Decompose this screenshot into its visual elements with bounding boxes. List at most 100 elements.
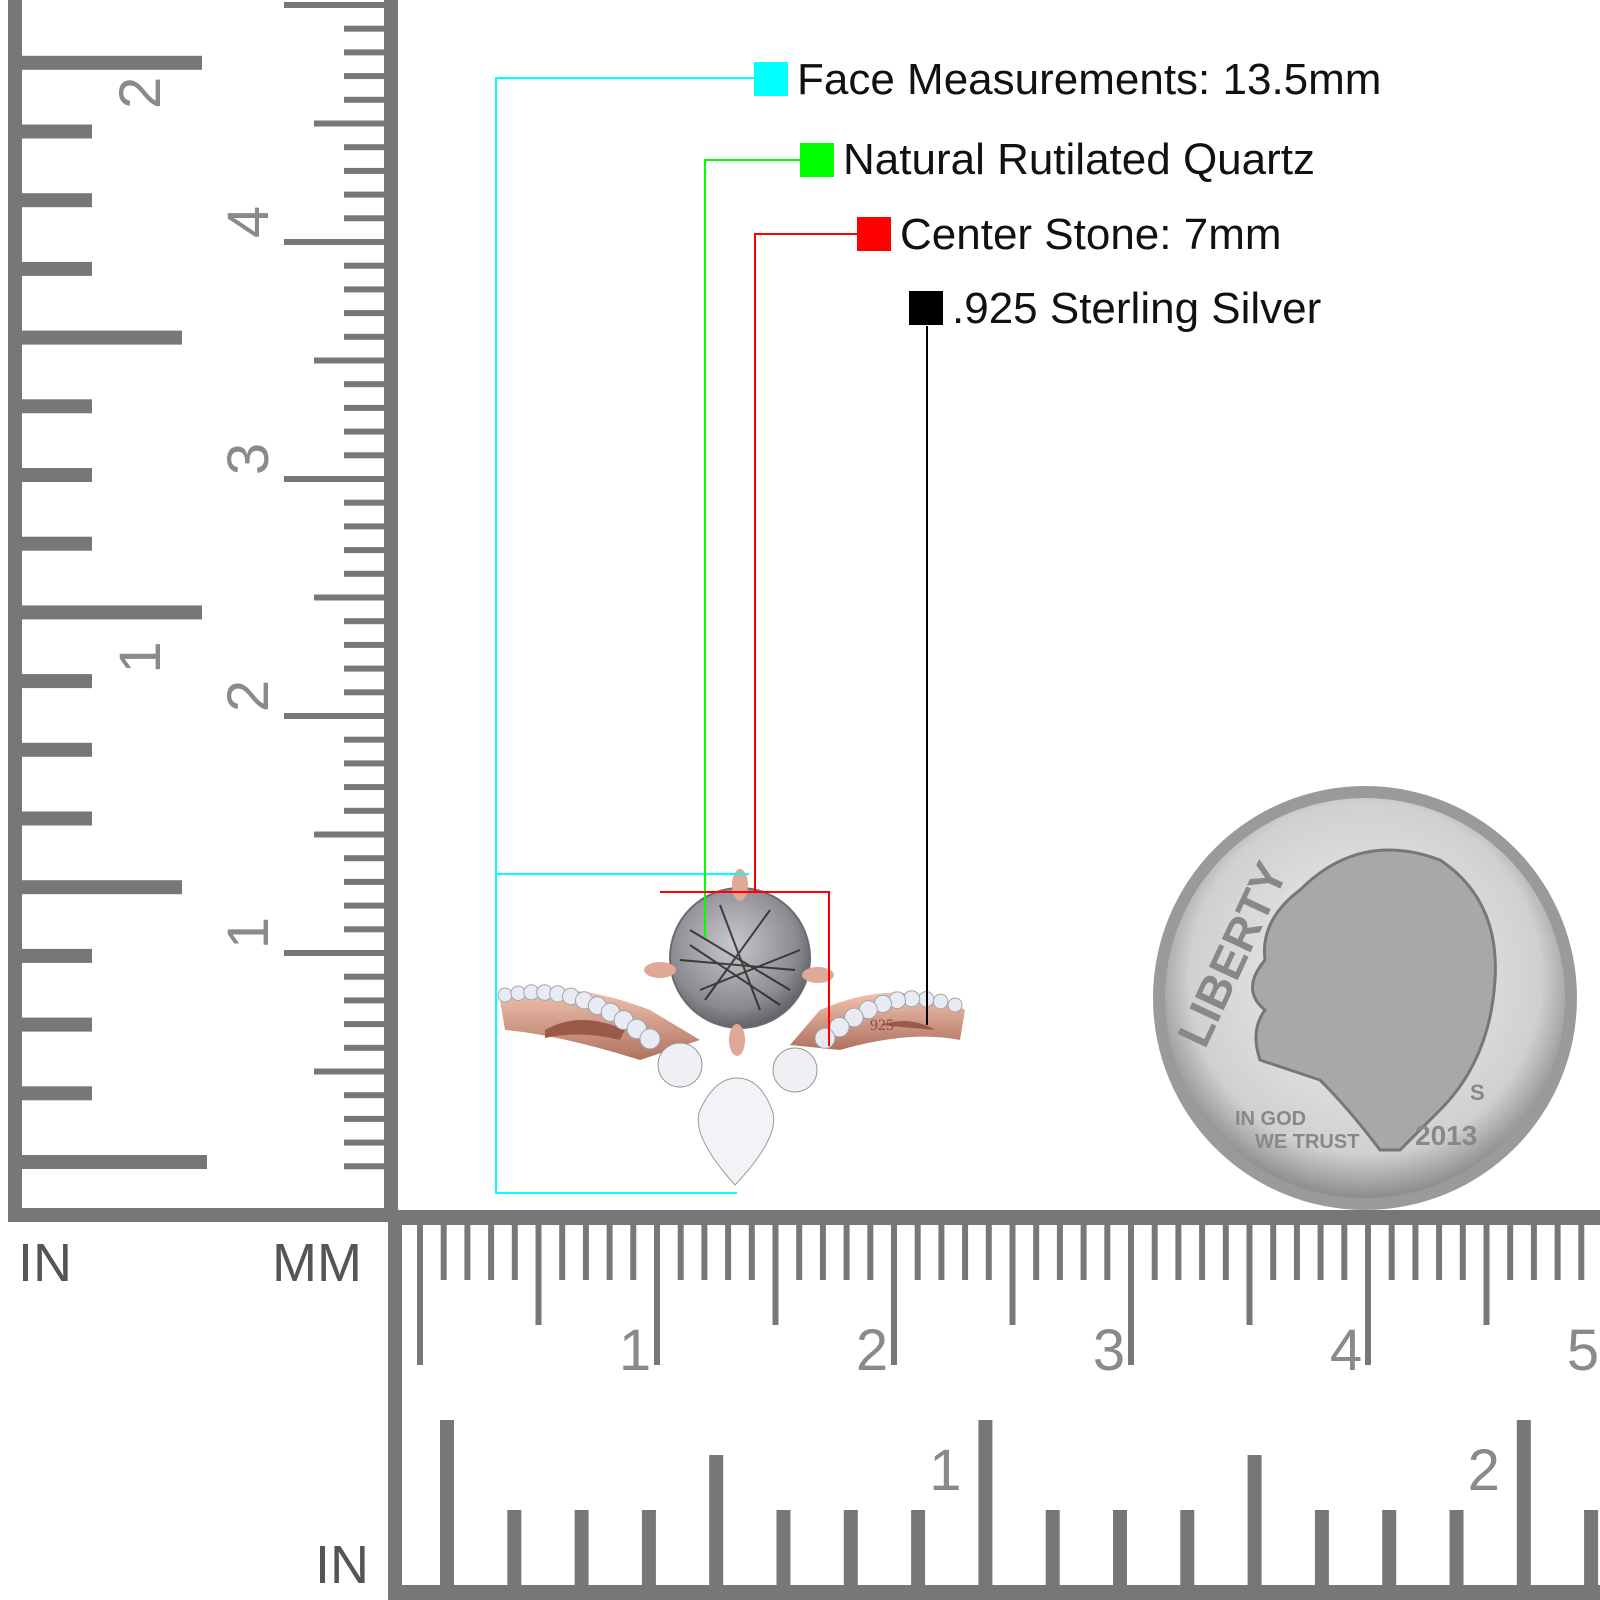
mm-tick xyxy=(344,333,384,340)
mm-tick xyxy=(284,476,384,482)
cm-number: 4 xyxy=(1330,1318,1362,1383)
inch-tick xyxy=(22,605,202,620)
svg-text:S: S xyxy=(1470,1080,1485,1105)
face-measurement-line xyxy=(495,77,754,1194)
mm-tick xyxy=(344,428,384,435)
inch-tick xyxy=(574,1510,589,1585)
mm-tick xyxy=(344,665,384,672)
mm-tick xyxy=(1483,1225,1490,1325)
vertical-ruler-mm-label: MM xyxy=(272,1233,362,1293)
inch-tick xyxy=(22,811,92,826)
mm-tick xyxy=(511,1225,518,1280)
mm-tick xyxy=(344,997,384,1004)
vertical-ruler-bottom-rail xyxy=(8,1208,398,1222)
mm-tick xyxy=(344,381,384,388)
inch-tick xyxy=(22,1155,207,1169)
mm-tick xyxy=(891,1225,897,1365)
inch-tick xyxy=(22,399,92,414)
mm-tick xyxy=(725,1225,732,1280)
mm-tick xyxy=(1128,1225,1134,1365)
mm-tick xyxy=(344,641,384,648)
mm-tick xyxy=(914,1225,921,1280)
legend-metal: .925 Sterling Silver xyxy=(952,284,1322,333)
cm-number: 5 xyxy=(1567,1318,1599,1383)
side-stone-right xyxy=(772,1047,818,1093)
legend-swatch-cyan xyxy=(754,62,788,96)
mm-tick xyxy=(1199,1225,1206,1280)
mm-tick xyxy=(677,1225,684,1280)
inch-tick xyxy=(843,1510,858,1585)
mm-tick xyxy=(314,831,384,838)
pave-diamond xyxy=(903,990,921,1008)
mm-tick xyxy=(1009,1225,1016,1325)
mm-tick xyxy=(1578,1225,1585,1280)
mm-tick xyxy=(344,499,384,506)
pave-diamond xyxy=(844,1007,864,1028)
rutile-needles xyxy=(679,904,801,1011)
mm-tick xyxy=(314,120,384,127)
mm-tick xyxy=(344,1115,384,1122)
cm-number: 2 xyxy=(216,680,281,712)
horizontal-ruler-bottom-rail xyxy=(388,1585,1600,1600)
mm-tick xyxy=(344,760,384,767)
mm-tick xyxy=(1246,1225,1253,1325)
mm-tick xyxy=(344,452,384,459)
mm-tick xyxy=(344,878,384,885)
inch-tick xyxy=(440,1420,454,1585)
inch-tick xyxy=(507,1510,522,1585)
mm-tick xyxy=(344,736,384,743)
mm-tick xyxy=(1388,1225,1395,1280)
mm-tick xyxy=(344,96,384,103)
mm-tick xyxy=(344,1044,384,1051)
mm-tick xyxy=(1293,1225,1300,1280)
cm-number: 2 xyxy=(856,1318,888,1383)
mm-tick xyxy=(344,618,384,625)
mm-tick xyxy=(344,689,384,696)
mm-tick xyxy=(344,1139,384,1146)
vertical-ruler-left-rail xyxy=(8,0,22,1222)
pear-stone xyxy=(697,1077,775,1186)
mm-tick xyxy=(417,1225,423,1365)
mm-tick xyxy=(1104,1225,1111,1280)
svg-text:WE TRUST: WE TRUST xyxy=(1255,1131,1359,1153)
ring-stamp: 925 xyxy=(870,1017,894,1034)
svg-text:IN GOD: IN GOD xyxy=(1235,1108,1306,1130)
vertical-ruler-right-rail xyxy=(384,0,398,1222)
inch-tick xyxy=(22,193,92,208)
horizontal-ruler-top-rail xyxy=(388,1210,1600,1225)
mm-tick xyxy=(344,523,384,530)
mm-tick xyxy=(344,310,384,317)
mm-tick xyxy=(630,1225,637,1280)
stone-type-line xyxy=(704,159,800,938)
mm-tick xyxy=(1033,1225,1040,1280)
inch-tick xyxy=(22,674,92,689)
cm-number: 5 xyxy=(216,0,281,1)
inch-tick xyxy=(22,124,92,139)
inch-tick xyxy=(1247,1455,1262,1585)
mm-tick xyxy=(440,1225,447,1280)
pave-diamond xyxy=(947,997,963,1013)
mm-tick xyxy=(1436,1225,1443,1280)
mm-tick xyxy=(1554,1225,1561,1280)
inch-tick xyxy=(22,261,92,276)
inch-tick xyxy=(641,1510,656,1585)
cm-number: 4 xyxy=(216,206,281,238)
inch-number: 1 xyxy=(929,1438,961,1503)
mm-tick xyxy=(1459,1225,1466,1280)
pave-diamond xyxy=(639,1028,661,1050)
mm-tick xyxy=(606,1225,613,1280)
inch-number: 2 xyxy=(1468,1438,1500,1503)
inch-number: 1 xyxy=(108,641,173,673)
inch-tick xyxy=(1449,1510,1464,1585)
legend-face-measurements: Face Measurements: 13.5mm xyxy=(797,55,1382,104)
mm-tick xyxy=(284,713,384,719)
inch-tick xyxy=(22,1086,92,1101)
inch-tick xyxy=(1045,1510,1060,1585)
svg-text:2013: 2013 xyxy=(1415,1120,1477,1151)
mm-tick xyxy=(1151,1225,1158,1280)
side-stone-left xyxy=(657,1042,703,1088)
mm-tick xyxy=(344,784,384,791)
inch-tick xyxy=(22,55,202,70)
